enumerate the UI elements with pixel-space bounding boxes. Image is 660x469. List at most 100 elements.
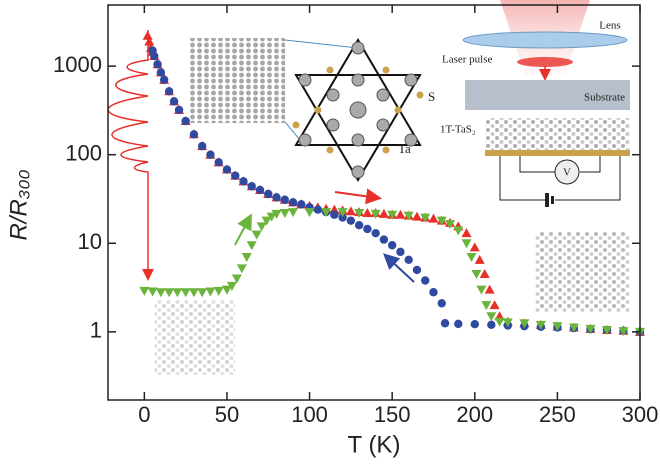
point [453, 226, 464, 236]
x-tick-label: 300 [622, 402, 659, 427]
point [354, 208, 365, 218]
point [142, 30, 153, 40]
point [189, 130, 199, 139]
annotation: Ta [398, 141, 411, 156]
point [246, 241, 257, 251]
plot-marks [139, 30, 645, 337]
point [601, 325, 612, 335]
annotation: 1T-TaS₂ [440, 124, 476, 136]
annotation: Lens [599, 20, 620, 32]
point [226, 281, 237, 291]
point [159, 75, 169, 85]
point [396, 247, 405, 257]
point [440, 319, 450, 328]
point [279, 208, 290, 218]
point [476, 285, 487, 295]
point [261, 216, 272, 226]
point [437, 299, 446, 308]
point [153, 60, 162, 69]
point [155, 288, 166, 298]
point [247, 182, 256, 191]
point [297, 200, 306, 209]
x-tick-label: 250 [539, 402, 576, 427]
hidden-state-inset [155, 300, 235, 375]
point [387, 210, 398, 220]
point [172, 288, 183, 298]
point [197, 141, 207, 151]
insets: Lens Laser pulse Substrate 1T-TaS₂ V S T… [155, 0, 630, 375]
point [379, 235, 389, 244]
point [354, 220, 364, 230]
point [271, 209, 282, 219]
point [231, 171, 240, 180]
arrow [383, 253, 415, 283]
point [387, 241, 397, 250]
point [241, 252, 252, 262]
point [484, 284, 495, 294]
point [181, 116, 190, 126]
annotation: Laser pulse [442, 54, 493, 66]
lens [462, 31, 628, 49]
point [395, 209, 406, 219]
point [156, 68, 166, 77]
point [164, 288, 175, 298]
point [371, 228, 380, 238]
point [236, 264, 247, 274]
y-tick-label: 1 [90, 318, 102, 343]
lattice-inset [190, 38, 285, 123]
y-tick-label: 10 [78, 229, 102, 254]
point [429, 288, 438, 297]
x-tick-label: 0 [138, 402, 150, 427]
point [420, 213, 431, 223]
point [345, 206, 356, 216]
point [403, 211, 414, 221]
point [454, 319, 463, 329]
point [144, 36, 155, 46]
point [428, 213, 439, 223]
point [337, 208, 348, 218]
point [221, 285, 232, 295]
point [479, 268, 490, 278]
point [461, 228, 472, 238]
point [474, 254, 485, 264]
point [329, 204, 340, 214]
plot-frame [107, 4, 641, 401]
point [338, 213, 347, 222]
annotation: V [563, 167, 571, 179]
point [206, 150, 215, 159]
point [197, 288, 208, 298]
point [466, 252, 477, 262]
point [255, 185, 265, 195]
point [288, 198, 298, 207]
arrow [234, 213, 252, 246]
point [502, 318, 513, 328]
arrow [334, 188, 382, 205]
point [264, 189, 273, 199]
point [378, 208, 389, 218]
point [251, 230, 262, 240]
point [164, 87, 174, 96]
star-of-david [292, 38, 424, 182]
point [304, 208, 315, 218]
point [363, 224, 372, 234]
point [535, 320, 546, 330]
point [421, 276, 430, 285]
point [436, 216, 447, 226]
point [486, 312, 497, 322]
point [180, 288, 191, 298]
point [147, 287, 158, 297]
point [188, 288, 199, 298]
y-axis-label: R/R₃₀₀ [5, 169, 32, 240]
point [139, 286, 150, 296]
point [618, 327, 629, 337]
point [471, 269, 482, 279]
point [489, 300, 500, 310]
crystal [485, 118, 630, 150]
pulse-waveform [107, 30, 154, 281]
pulse [517, 57, 573, 67]
domain-inset [535, 232, 630, 312]
point [214, 158, 223, 167]
substrate-block [465, 80, 630, 110]
point [231, 274, 242, 284]
point [288, 208, 299, 218]
